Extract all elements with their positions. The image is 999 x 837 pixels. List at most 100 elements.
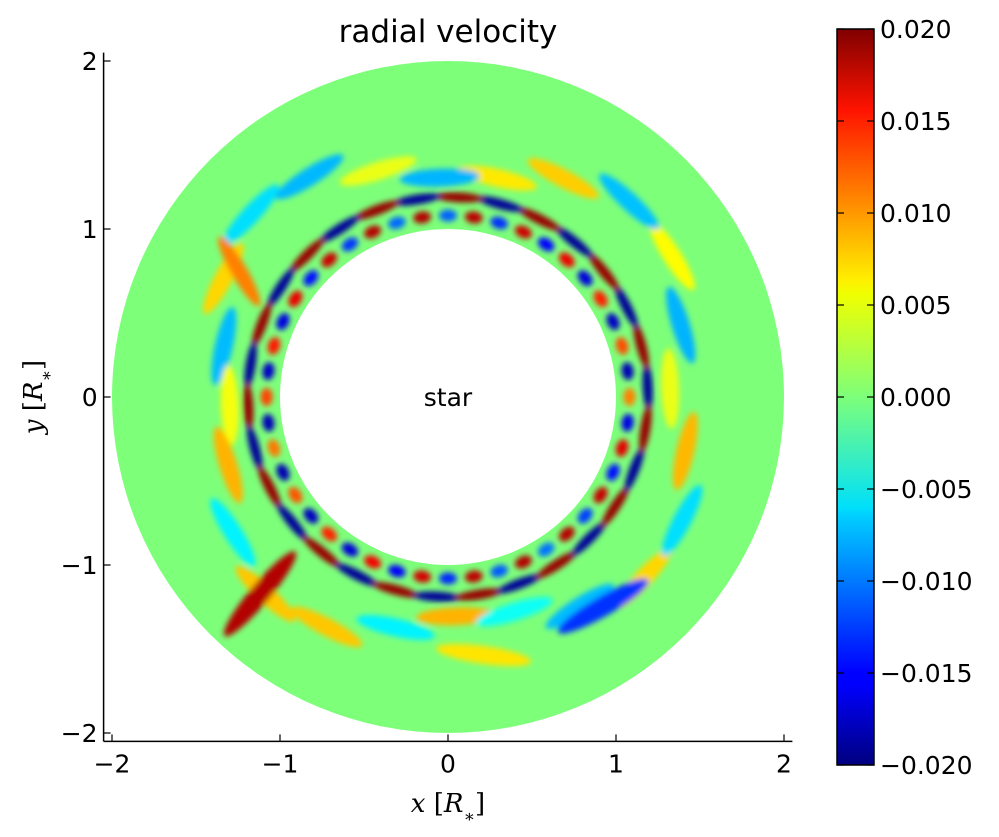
velocity-blob [458,165,537,191]
velocity-blob [339,156,417,186]
velocity-blob [624,446,645,492]
velocity-blob [388,216,406,230]
velocity-blob [393,193,441,206]
velocity-blob [276,503,308,542]
velocity-blob [266,267,295,309]
y-tick-label: −1 [61,551,98,580]
velocity-blob [639,405,652,453]
colorbar-tick-label: −0.020 [880,751,973,780]
velocity-blob [260,388,273,406]
velocity-blob [577,507,593,524]
colorbar-tick-label: 0.010 [880,199,952,228]
velocity-blob [399,168,480,187]
x-tick-label: −2 [94,749,131,778]
velocity-blob [262,362,275,381]
velocity-blob [666,286,696,364]
velocity-blob [302,536,341,568]
velocity-blob [661,484,703,557]
colorbar-tick-label: 0.005 [880,291,952,320]
velocity-blob [210,498,256,567]
velocity-blob [319,215,360,243]
velocity-blob [614,285,639,329]
velocity-blob [223,551,297,637]
velocity-blob [606,313,620,331]
velocity-blob [514,555,532,569]
velocity-blob [642,363,653,411]
velocity-blob [455,588,503,601]
velocity-blob [223,184,279,245]
velocity-blob [244,341,257,389]
velocity-blob [615,337,629,355]
colorbar-ticks: 0.020 0.015 0.010 0.005 0.000 −0.005 −0.010 −0.… [837,15,973,780]
velocity-blob [660,348,680,429]
velocity-blob [496,574,542,594]
velocity-blob [558,526,575,542]
heatmap-annulus [112,61,784,733]
velocity-blob [356,614,435,640]
velocity-blob [218,236,261,307]
y-axis-label: y [R∗] [19,360,57,435]
x-axis-label: x [R∗] [411,789,485,827]
velocity-blob [289,238,325,273]
velocity-blob [276,463,290,481]
velocity-blob [476,196,524,212]
x-tick-label: 0 [440,749,456,778]
velocity-blob [434,192,483,203]
velocity-blob [246,425,263,472]
velocity-blob [623,388,636,406]
velocity-blob [220,365,239,446]
velocity-blob [464,211,483,224]
velocity-blob [672,411,698,491]
velocity-blob [621,413,634,432]
velocity-blob [388,564,406,578]
velocity-blob [464,570,483,583]
velocity-blob [606,463,620,481]
velocity-blob [321,252,338,268]
colorbar-tick-label: −0.015 [880,659,973,688]
velocity-blob [364,555,382,569]
velocity-blob [372,582,420,598]
velocity-blob [436,643,532,667]
velocity-blob [537,237,555,252]
velocity-waves [203,154,703,667]
x-tick-labels: −2 −1 0 1 2 [94,749,792,778]
axes [102,52,793,743]
velocity-blob [291,606,363,648]
velocity-blob [601,485,630,527]
velocity-blob [476,597,553,627]
velocity-blob [303,507,319,524]
velocity-blob [593,290,608,308]
velocity-blob [527,158,599,199]
star-label: star [424,383,473,412]
velocity-blob [211,306,237,386]
velocity-blob [615,439,629,457]
velocity-blob [439,209,457,222]
velocity-blob [555,226,594,258]
colorbar-tick-label: −0.010 [880,567,973,596]
velocity-blob [267,337,281,355]
velocity-blob [251,302,272,348]
velocity-blob [288,290,303,308]
colorbar-tick-label: 0.015 [880,107,952,136]
velocity-blob [558,252,575,268]
y-tick-label: 0 [82,383,98,412]
y-tick-labels: −2 −1 0 1 2 [61,47,98,748]
x-tick-label: −1 [262,749,299,778]
velocity-blob [413,211,432,224]
velocity-blob [243,383,254,431]
velocity-blob [341,542,359,557]
y-tick-label: −2 [61,719,98,748]
colorbar-tick-label: 0.000 [880,383,952,412]
x-tick-label: 1 [608,749,624,778]
velocity-blob [267,439,281,457]
y-tick-label: 2 [82,47,98,76]
velocity-blob [335,563,379,587]
velocity-blob [364,225,382,239]
velocity-blob [262,413,275,432]
velocity-blob [621,362,634,381]
velocity-blob [557,578,649,634]
colorbar-tick-label: −0.005 [880,475,973,504]
velocity-blob [413,570,432,583]
velocity-blob [517,207,561,231]
